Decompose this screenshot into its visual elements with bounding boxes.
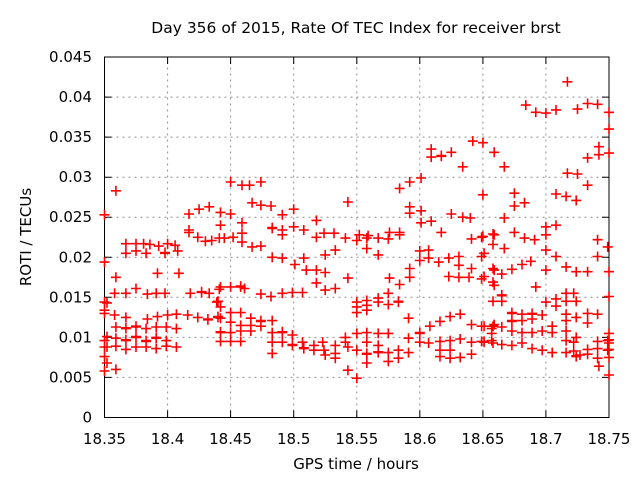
y-axis-label: ROTI / TECUs	[17, 188, 35, 286]
x-tick-label: 18.6	[403, 430, 436, 448]
data-points-layer	[99, 76, 614, 384]
x-tick-label: 18.5	[277, 430, 310, 448]
y-tick-label: 0.03	[59, 168, 92, 186]
x-tick-label: 18.4	[151, 430, 184, 448]
x-tick-label: 18.7	[529, 430, 562, 448]
y-tick-label: 0.035	[49, 128, 92, 146]
x-tick-label: 18.45	[209, 430, 252, 448]
y-tick-label: 0.025	[49, 208, 92, 226]
y-tick-label: 0	[82, 409, 92, 427]
x-axis-label: GPS time / hours	[293, 455, 419, 473]
y-tick-label: 0.02	[59, 248, 92, 266]
x-tick-label: 18.55	[335, 430, 378, 448]
y-tick-label: 0.01	[59, 328, 92, 346]
x-tick-label: 18.35	[83, 430, 126, 448]
y-tick-label: 0.04	[59, 88, 92, 106]
scatter-point-markers	[99, 76, 614, 384]
x-tick-label: 18.65	[461, 430, 504, 448]
chart-title: Day 356 of 2015, Rate Of TEC Index for r…	[151, 19, 560, 37]
y-tick-label: 0.005	[49, 368, 92, 386]
y-tick-label: 0.015	[49, 288, 92, 306]
y-tick-label: 0.045	[49, 48, 92, 66]
x-tick-label: 18.75	[588, 430, 631, 448]
tick-label-layer: 18.35 18.4 18.45 18.5 18.55 18.6 18.65 18.7 18.7…	[49, 48, 630, 448]
